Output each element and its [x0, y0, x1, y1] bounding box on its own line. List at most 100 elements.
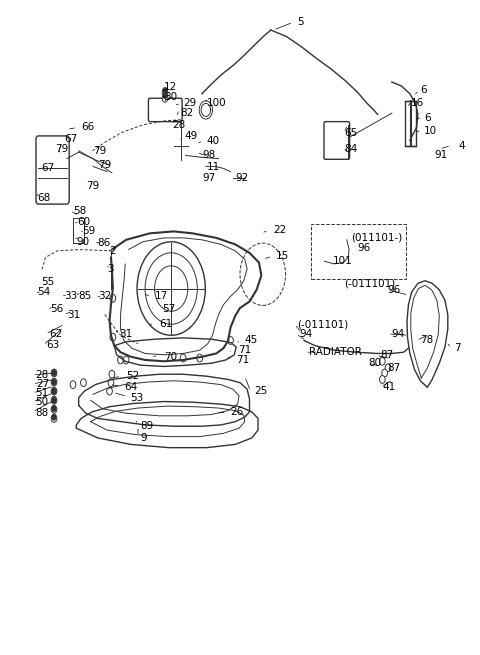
Circle shape	[52, 388, 56, 394]
Text: 16: 16	[411, 98, 424, 109]
Text: RADIATOR: RADIATOR	[309, 347, 361, 357]
Text: 26: 26	[230, 407, 244, 417]
Circle shape	[108, 379, 114, 386]
Circle shape	[380, 358, 385, 365]
Text: 15: 15	[276, 251, 289, 261]
Circle shape	[162, 88, 168, 96]
Circle shape	[180, 354, 186, 362]
Text: 94: 94	[300, 329, 312, 339]
Text: 2: 2	[109, 246, 116, 256]
Text: 61: 61	[159, 319, 173, 329]
Text: (-011101): (-011101)	[344, 278, 396, 288]
Text: 12: 12	[164, 83, 177, 92]
Circle shape	[162, 94, 168, 102]
Text: 32: 32	[97, 291, 111, 301]
Text: 91: 91	[434, 151, 448, 160]
Circle shape	[81, 379, 86, 386]
Text: 67: 67	[42, 163, 55, 174]
Text: 3: 3	[107, 264, 114, 274]
Text: 50: 50	[35, 397, 48, 407]
Text: 53: 53	[130, 392, 143, 403]
Circle shape	[163, 87, 168, 94]
Text: 88: 88	[35, 408, 48, 419]
Text: 71: 71	[236, 355, 250, 365]
Text: 100: 100	[207, 98, 227, 109]
Text: 82: 82	[180, 108, 194, 118]
Text: 85: 85	[79, 291, 92, 301]
Text: 87: 87	[387, 363, 400, 373]
Text: 64: 64	[124, 383, 137, 392]
Circle shape	[52, 369, 56, 376]
Text: 68: 68	[37, 193, 50, 202]
Text: 9: 9	[140, 433, 147, 443]
Circle shape	[163, 92, 168, 99]
Circle shape	[51, 415, 57, 422]
Text: 6: 6	[424, 113, 431, 123]
Text: 45: 45	[245, 335, 258, 345]
Circle shape	[51, 378, 57, 386]
Text: 79: 79	[55, 144, 68, 154]
Circle shape	[228, 337, 233, 345]
Text: (-011101): (-011101)	[297, 319, 348, 329]
Text: 92: 92	[235, 173, 249, 183]
Circle shape	[123, 356, 129, 364]
Text: 78: 78	[420, 335, 433, 345]
Text: 27: 27	[36, 379, 49, 389]
Circle shape	[52, 379, 56, 385]
Text: 62: 62	[49, 329, 62, 339]
Circle shape	[52, 397, 56, 403]
Text: 28: 28	[35, 370, 48, 380]
Text: 33: 33	[64, 291, 78, 301]
Circle shape	[382, 369, 387, 377]
Text: 11: 11	[207, 162, 220, 172]
Circle shape	[109, 370, 115, 378]
Text: 31: 31	[119, 329, 132, 339]
Text: 67: 67	[64, 134, 78, 144]
Circle shape	[110, 294, 116, 302]
Circle shape	[118, 356, 123, 364]
Text: 28: 28	[173, 120, 186, 130]
Text: 97: 97	[202, 173, 216, 183]
Text: 10: 10	[424, 126, 437, 136]
Text: 7: 7	[455, 343, 461, 353]
Text: 94: 94	[392, 329, 405, 339]
Text: 66: 66	[81, 122, 94, 132]
Text: 96: 96	[358, 243, 371, 253]
Text: 79: 79	[86, 181, 99, 191]
Text: 70: 70	[164, 352, 177, 362]
Circle shape	[380, 375, 385, 383]
Text: 49: 49	[184, 131, 197, 141]
Text: 71: 71	[238, 345, 251, 355]
Bar	[311, 223, 406, 279]
Text: 4: 4	[458, 141, 465, 151]
Text: 59: 59	[83, 227, 96, 236]
Text: 79: 79	[93, 146, 106, 156]
Text: 63: 63	[47, 340, 60, 350]
Text: 55: 55	[41, 277, 54, 287]
Circle shape	[51, 369, 57, 377]
Text: 54: 54	[37, 287, 50, 297]
Text: 52: 52	[126, 371, 139, 381]
Text: 51: 51	[35, 388, 48, 398]
Text: 29: 29	[183, 98, 196, 109]
Text: 80: 80	[368, 358, 381, 368]
Text: 31: 31	[67, 310, 80, 320]
Text: 101: 101	[333, 256, 352, 266]
Text: 25: 25	[254, 386, 267, 396]
Text: 60: 60	[77, 217, 90, 227]
Text: 5: 5	[297, 17, 303, 28]
Text: 90: 90	[76, 236, 89, 247]
Text: 87: 87	[380, 350, 393, 360]
Circle shape	[51, 396, 57, 404]
Circle shape	[70, 381, 76, 388]
Text: 96: 96	[387, 285, 400, 295]
Text: 6: 6	[420, 85, 427, 96]
Text: 84: 84	[344, 144, 358, 154]
Text: 22: 22	[273, 225, 287, 235]
Circle shape	[51, 387, 57, 395]
Text: 41: 41	[383, 383, 396, 392]
Circle shape	[385, 364, 391, 371]
Text: 40: 40	[207, 136, 220, 146]
Circle shape	[110, 333, 116, 341]
Text: 86: 86	[97, 238, 111, 248]
